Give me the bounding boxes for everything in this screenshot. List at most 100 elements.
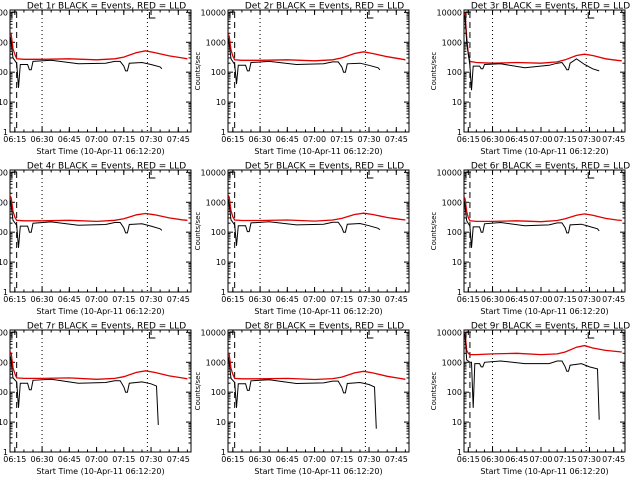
- y-tick-label: 1000: [206, 198, 226, 207]
- x-tick-label: 07:15: [554, 455, 577, 464]
- y-tick-label: 1: [221, 448, 226, 457]
- x-tick-label: 06:30: [31, 135, 54, 144]
- bracket-mark-right: [148, 332, 156, 339]
- x-tick-label: 06:30: [481, 455, 504, 464]
- x-tick-label: 07:45: [602, 455, 625, 464]
- x-tick-label: 06:45: [505, 455, 528, 464]
- series-line-lld: [227, 34, 406, 62]
- series-line-events: [9, 36, 163, 88]
- x-tick-label: 07:30: [140, 295, 163, 304]
- series-line-events: [227, 37, 381, 85]
- y-tick-label: 1000: [442, 198, 462, 207]
- panel-title: Det 5r BLACK = Events, RED = LLD: [245, 162, 404, 172]
- x-tick-label: 06:45: [276, 295, 299, 304]
- x-tick-label: 07:15: [554, 295, 577, 304]
- y-tick-label: 100: [211, 68, 226, 77]
- y-tick-label: 1: [457, 128, 462, 137]
- series-line-lld: [463, 332, 622, 356]
- y-tick-label: 10000: [437, 8, 462, 17]
- panel-title: Det 6r BLACK = Events, RED = LLD: [471, 162, 630, 172]
- x-tick-label: 07:45: [385, 295, 408, 304]
- x-tick-label: 06:30: [481, 295, 504, 304]
- x-tick-label: 06:30: [249, 455, 272, 464]
- x-tick-label: 07:00: [85, 135, 108, 144]
- bracket-mark-left: [11, 11, 17, 18]
- x-tick-label: 07:30: [358, 455, 381, 464]
- y-tick-label: 1: [221, 288, 226, 297]
- x-tick-label: 07:30: [578, 455, 601, 464]
- y-tick-label: 100: [0, 388, 8, 397]
- bracket-mark-left: [229, 11, 235, 18]
- y-tick-label: 1: [457, 288, 462, 297]
- y-axis-label: Counts/sec: [430, 212, 438, 251]
- x-tick-label: 06:45: [276, 455, 299, 464]
- series-line-lld: [463, 13, 622, 64]
- y-tick-label: 1000: [0, 198, 8, 207]
- x-tick-label: 06:45: [276, 135, 299, 144]
- y-tick-label: 1000: [206, 38, 226, 47]
- series-line-lld: [9, 32, 188, 61]
- x-tick-label: 07:30: [358, 295, 381, 304]
- x-tick-label: 07:00: [303, 455, 326, 464]
- y-tick-label: 1000: [442, 38, 462, 47]
- bracket-mark-left: [229, 331, 235, 338]
- y-tick-label: 10000: [0, 328, 8, 337]
- y-tick-label: 1: [3, 128, 8, 137]
- x-tick-label: 06:30: [31, 295, 54, 304]
- bracket-mark-left: [11, 171, 17, 178]
- x-tick-label: 06:45: [505, 135, 528, 144]
- x-tick-label: 06:30: [31, 455, 54, 464]
- bracket-mark-left: [11, 331, 17, 338]
- series-line-events: [227, 198, 381, 246]
- plot-frame: [227, 169, 410, 293]
- panel-2: 1 10 100 1000 10000 06:15 06:30 06:45 07:00 07:15…: [194, 2, 410, 156]
- x-axis-label: Start Time (10-Apr-11 06:12:20): [480, 147, 608, 156]
- x-tick-label: 07:00: [529, 135, 552, 144]
- bracket-mark-right: [587, 332, 595, 339]
- panel-6: 1 10 100 1000 10000 06:15 06:30 06:45 07:00 07:15…: [430, 162, 630, 317]
- panel-title: Det 1r BLACK = Events, RED = LLD: [27, 2, 186, 12]
- x-tick-label: 06:45: [58, 295, 81, 304]
- x-tick-label: 07:30: [578, 135, 601, 144]
- x-axis-label: Start Time (10-Apr-11 06:12:20): [254, 467, 382, 476]
- y-tick-label: 10: [216, 258, 226, 267]
- series-line-lld: [227, 352, 406, 381]
- x-tick-label: 07:45: [602, 295, 625, 304]
- x-tick-label: 07:30: [578, 295, 601, 304]
- x-axis-label: Start Time (10-Apr-11 06:12:20): [254, 147, 382, 156]
- y-tick-label: 10000: [437, 168, 462, 177]
- x-tick-label: 07:15: [554, 135, 577, 144]
- x-tick-label: 06:15: [221, 455, 244, 464]
- x-tick-label: 06:15: [457, 455, 480, 464]
- y-tick-label: 10: [452, 98, 462, 107]
- y-tick-label: 10000: [0, 8, 8, 17]
- x-tick-label: 07:45: [385, 455, 408, 464]
- x-tick-label: 07:00: [303, 295, 326, 304]
- series-line-events: [9, 199, 163, 248]
- y-tick-label: 10: [452, 418, 462, 427]
- bracket-mark-right: [587, 172, 595, 179]
- y-tick-label: 10: [452, 258, 462, 267]
- bracket-mark-right: [148, 172, 156, 179]
- x-axis-label: Start Time (10-Apr-11 06:12:20): [254, 307, 382, 316]
- bracket-mark-right: [366, 12, 374, 19]
- series-line-events: [227, 356, 377, 429]
- y-axis-label: Counts/sec: [194, 212, 202, 251]
- y-tick-label: 1000: [206, 358, 226, 367]
- x-tick-label: 07:30: [358, 135, 381, 144]
- plot-frame: [227, 329, 410, 453]
- x-tick-label: 07:15: [330, 455, 353, 464]
- x-tick-label: 07:30: [140, 135, 163, 144]
- y-tick-label: 10: [216, 418, 226, 427]
- panel-4: 1 10 100 1000 10000 06:15 06:30 06:45 07:00 07:15…: [0, 162, 192, 316]
- panel-7: 1 10 100 1000 10000 06:15 06:30 06:45 07:00 07:15…: [0, 322, 192, 476]
- bracket-mark-right: [366, 332, 374, 339]
- series-line-lld: [227, 195, 406, 222]
- panel-3: 1 10 100 1000 10000 06:15 06:30 06:45 07:00 07:15…: [430, 2, 630, 157]
- y-tick-label: 1000: [442, 358, 462, 367]
- x-tick-label: 07:30: [140, 455, 163, 464]
- x-tick-label: 06:30: [481, 135, 504, 144]
- x-tick-label: 07:45: [167, 295, 190, 304]
- panel-title: Det 9r BLACK = Events, RED = LLD: [471, 322, 630, 332]
- y-tick-label: 10000: [0, 168, 8, 177]
